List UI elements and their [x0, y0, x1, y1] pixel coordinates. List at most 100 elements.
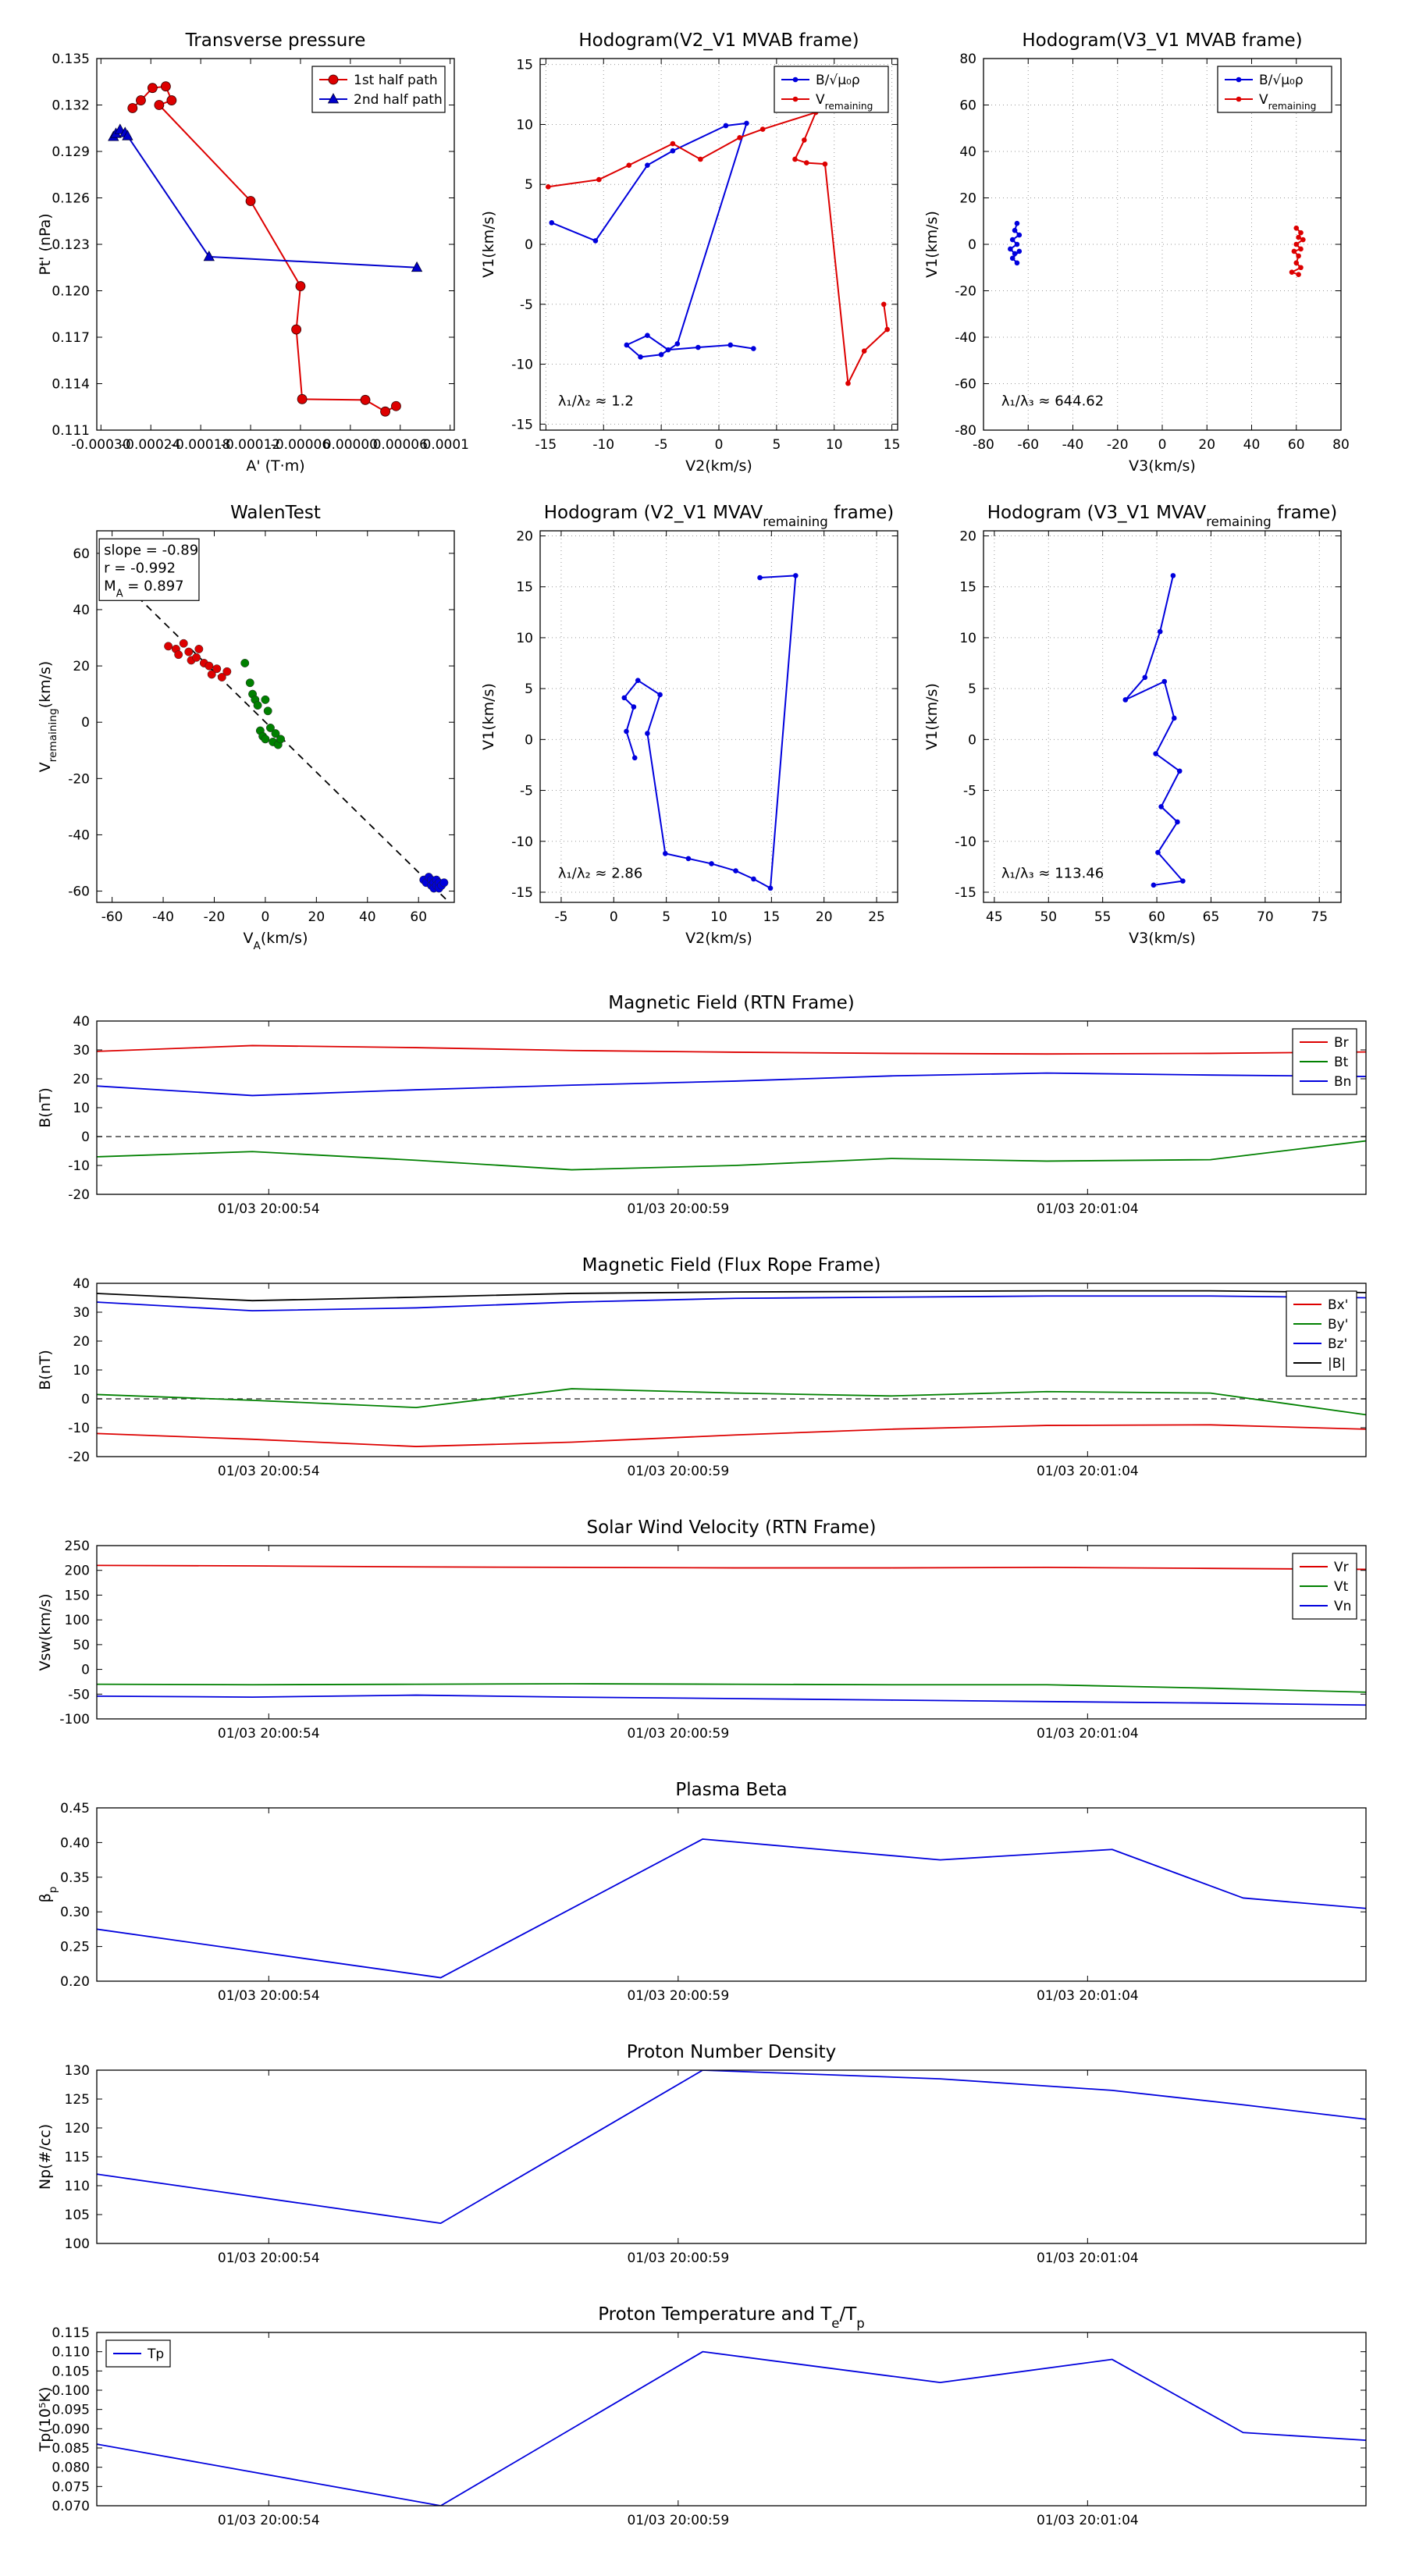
y-tick-label: 0.126 — [52, 191, 90, 207]
y-tick-label: 150 — [65, 1588, 90, 1603]
y-tick-label: 0.114 — [52, 377, 90, 393]
annotation: λ₁/λ₃ ≈ 113.46 — [1001, 865, 1104, 881]
y-tick-label: 10 — [516, 631, 533, 646]
chart-title: Proton Temperature and Te/Tp — [598, 2304, 865, 2331]
y-tick-label: 20 — [516, 529, 533, 545]
chart-svg-tp: 01/03 20:00:54 01/03 20:00:59 01/03 20:01:… — [37, 2304, 1367, 2528]
y-tick-label: 5 — [525, 177, 533, 193]
x-tick-label: -10 — [592, 437, 614, 453]
series-Vt — [97, 1683, 1366, 1693]
chart-hodogram-v2v1-mvav: -5 0 5 10 15 20 25 -15 -10 -5 0 5 10 15 20 Hodogram (V2… — [475, 492, 912, 952]
y-tick-label: 110 — [65, 2179, 90, 2194]
y-tick-label: 115 — [65, 2150, 90, 2165]
annotation-box — [98, 538, 200, 601]
y-tick-label: 15 — [516, 580, 533, 596]
y-tick-label: 30 — [73, 1305, 90, 1321]
axes-frame — [96, 1807, 1367, 1982]
y-tick-label: 0.123 — [52, 237, 90, 253]
y-tick-label: 125 — [65, 2092, 90, 2108]
y-tick-label: 0.35 — [60, 1870, 90, 1886]
series-Bz' — [97, 1295, 1366, 1312]
plot-area — [97, 2350, 1366, 2506]
x-tick-label: -0.00018 — [171, 437, 230, 453]
series-B/√μ₀ρ — [1008, 220, 1023, 266]
legend: Br Bt Bn — [1292, 1028, 1357, 1095]
y-tick-label: -40 — [955, 330, 976, 346]
y-tick-label: 0.20 — [60, 1974, 90, 1990]
x-tick-label: 75 — [1311, 909, 1328, 925]
x-tick-label: -0.00012 — [221, 437, 280, 453]
x-tick-label: 20 — [816, 909, 833, 925]
y-tick-label: 105 — [65, 2208, 90, 2223]
legend: B/√μ₀ρ Vremaining — [1217, 66, 1332, 113]
legend-label: B/√μ₀ρ — [1259, 73, 1304, 88]
y-tick-label: 60 — [959, 98, 976, 114]
y-tick-label: -20 — [68, 771, 90, 787]
y-tick-label: 0.117 — [52, 330, 90, 346]
y-tick-label: -10 — [511, 358, 533, 373]
chart-title: Transverse pressure — [185, 30, 366, 51]
plot-area — [1122, 573, 1186, 888]
y-tick-label: 250 — [65, 1539, 90, 1554]
x-tick-label: 01/03 20:01:04 — [1037, 1726, 1139, 1742]
y-tick-label: -100 — [59, 1712, 90, 1727]
y-tick-label: 0 — [968, 732, 976, 748]
x-tick-label: -40 — [152, 909, 174, 925]
annotation: λ₁/λ₂ ≈ 2.86 — [558, 865, 642, 881]
y-tick-label: 0.120 — [52, 284, 90, 300]
y-tick-label: 0 — [525, 237, 533, 253]
y-axis-label: B(nT) — [37, 1350, 54, 1390]
x-tick-label: 5 — [662, 909, 670, 925]
y-tick-label: 0 — [81, 1392, 90, 1407]
x-tick-label: 45 — [986, 909, 1003, 925]
series-Vremaining — [1289, 225, 1306, 277]
x-tick-label: 0 — [1158, 437, 1167, 453]
x-tick-label: -0.00024 — [121, 437, 180, 453]
y-axis-label: Pt' (nPa) — [37, 213, 54, 275]
x-tick-label: 0.00006 — [373, 437, 428, 453]
axes-frame — [983, 530, 1342, 903]
x-tick-label: 0 — [261, 909, 270, 925]
series-Bn — [97, 1072, 1366, 1097]
legend-label: Bn — [1334, 1074, 1351, 1090]
series-line2 — [240, 659, 285, 749]
y-tick-label: -15 — [511, 417, 533, 432]
y-tick-label: 200 — [65, 1564, 90, 1579]
y-tick-label: -40 — [68, 827, 90, 843]
x-tick-label: 01/03 20:00:59 — [627, 1726, 729, 1742]
x-tick-label: 80 — [1332, 437, 1350, 453]
y-tick-label: 80 — [959, 52, 976, 67]
y-tick-label: 0.090 — [52, 2421, 90, 2437]
legend-label: |B| — [1328, 1356, 1346, 1372]
chart-hodogram-v3v1-mvav: 45 50 55 60 65 70 75 -15 -10 -5 0 5 10 15 20 Hodogram (… — [918, 492, 1355, 952]
y-tick-label: 130 — [65, 2063, 90, 2079]
axes-frame — [96, 2069, 1367, 2244]
chart-proton-temperature: 01/03 20:00:54 01/03 20:00:59 01/03 20:01:… — [31, 2297, 1382, 2545]
annotation: slope = -0.89 — [104, 542, 198, 558]
y-tick-label: 0.095 — [52, 2403, 90, 2418]
x-tick-label: -5 — [554, 909, 567, 925]
series-line0 — [97, 2070, 1366, 2224]
x-tick-label: 01/03 20:00:54 — [218, 2250, 320, 2266]
legend-label: Bt — [1334, 1055, 1349, 1070]
series-line0 — [97, 1838, 1366, 1979]
y-tick-label: 5 — [525, 681, 533, 697]
y-tick-label: 0.30 — [60, 1905, 90, 1920]
x-tick-label: 01/03 20:00:59 — [627, 1201, 729, 1217]
legend-label: By' — [1328, 1317, 1348, 1332]
plot-area — [101, 561, 450, 902]
chart-hodogram-v3v1-mvab: -80 -60 -40 -20 0 20 40 60 80 -80 -60 -40 -20 0 20 40 60… — [918, 20, 1355, 480]
y-tick-label: 40 — [73, 1276, 90, 1292]
x-tick-label: 70 — [1257, 909, 1274, 925]
y-tick-label: 20 — [73, 1072, 90, 1087]
series-|B| — [97, 1290, 1366, 1302]
series-Bx' — [97, 1424, 1366, 1447]
chart-magnetic-field-fluxrope: 01/03 20:00:54 01/03 20:00:59 01/03 20:01:… — [31, 1247, 1382, 1496]
x-axis-label: V2(km/s) — [685, 457, 752, 475]
y-tick-label: -20 — [68, 1450, 90, 1465]
x-tick-label: 40 — [1243, 437, 1261, 453]
annotation: r = -0.992 — [104, 560, 176, 576]
x-tick-label: 15 — [884, 437, 901, 453]
x-tick-label: -15 — [535, 437, 557, 453]
y-tick-label: -10 — [955, 834, 976, 850]
